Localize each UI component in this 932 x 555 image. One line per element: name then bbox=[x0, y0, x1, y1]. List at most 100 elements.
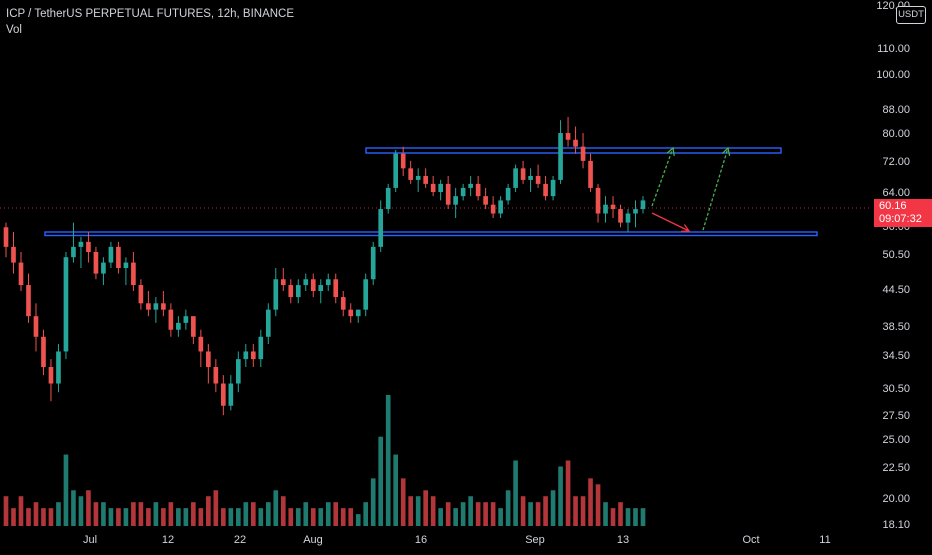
volume-legend[interactable]: Vol bbox=[6, 24, 22, 36]
volume-bar bbox=[11, 508, 16, 526]
volume-bar bbox=[33, 502, 39, 526]
volume-bar bbox=[295, 508, 301, 526]
volume-bar bbox=[490, 502, 496, 526]
volume-bar bbox=[468, 496, 473, 526]
volume-bar bbox=[588, 478, 593, 526]
volume-bar bbox=[385, 395, 391, 526]
candle-body bbox=[33, 316, 39, 337]
volume-bar bbox=[550, 490, 556, 526]
symbol-title[interactable]: ICP / TetherUS PERPETUAL FUTURES, 12h, B… bbox=[6, 8, 295, 20]
volume-bar bbox=[183, 508, 189, 526]
candle-body bbox=[310, 279, 316, 292]
volume-bar bbox=[595, 484, 601, 526]
candle-body bbox=[273, 279, 279, 310]
candle-body bbox=[400, 153, 406, 169]
arrow-up-2 bbox=[702, 147, 729, 231]
volume-bar bbox=[543, 496, 548, 526]
volume-bar bbox=[303, 502, 309, 526]
time-tick-label: 11 bbox=[819, 534, 830, 546]
candle-body bbox=[138, 285, 144, 304]
candle-body bbox=[176, 322, 181, 330]
volume-bar bbox=[288, 508, 294, 526]
candle-body bbox=[475, 183, 481, 197]
price-tick-label: 34.50 bbox=[882, 350, 910, 362]
candle-body bbox=[625, 213, 631, 223]
price-tick-label: 30.50 bbox=[882, 383, 910, 395]
candle-body bbox=[116, 246, 121, 269]
volume-bar bbox=[625, 508, 631, 526]
volume-bar bbox=[71, 490, 76, 526]
volume-bar bbox=[273, 490, 279, 526]
candle-body bbox=[123, 262, 129, 269]
volume-bar bbox=[520, 496, 526, 526]
price-tick-label: 80.00 bbox=[882, 128, 910, 140]
volume-bars bbox=[3, 395, 646, 526]
axes: 120.00110.00100.0088.0080.0072.0064.0056… bbox=[83, 0, 910, 546]
volume-bar bbox=[453, 508, 458, 526]
candle-body bbox=[56, 351, 61, 384]
candle-countdown: 09:07:32 bbox=[879, 213, 922, 225]
volume-bar bbox=[310, 508, 316, 526]
candle-body bbox=[280, 279, 286, 286]
candle-body bbox=[355, 309, 361, 317]
volume-bar bbox=[108, 508, 114, 526]
volume-bar bbox=[558, 466, 563, 526]
candle-body bbox=[385, 187, 391, 210]
support-zone bbox=[44, 231, 818, 237]
candle-body bbox=[348, 309, 354, 317]
candle-body bbox=[318, 285, 324, 292]
volume-bar bbox=[146, 508, 151, 526]
candle-body bbox=[303, 279, 309, 286]
volume-bar bbox=[460, 502, 466, 526]
arrow-up-1 bbox=[651, 147, 674, 207]
price-tick-label: 100.00 bbox=[876, 69, 910, 81]
volume-bar bbox=[3, 496, 9, 526]
candle-body bbox=[445, 183, 451, 205]
volume-bar bbox=[213, 490, 219, 526]
volume-bar bbox=[505, 490, 511, 526]
candle-body bbox=[580, 146, 586, 161]
volume-bar bbox=[325, 502, 331, 526]
volume-bar bbox=[580, 496, 586, 526]
candle-body bbox=[86, 241, 91, 252]
candle-body bbox=[191, 316, 196, 337]
candle-body bbox=[610, 204, 616, 210]
volume-bar bbox=[340, 508, 346, 526]
candle-body bbox=[438, 183, 443, 193]
candle-body bbox=[603, 204, 608, 214]
price-tick-label: 88.00 bbox=[882, 104, 910, 116]
volume-bar bbox=[348, 508, 354, 526]
candle-body bbox=[101, 262, 106, 274]
arrow-up-2-head bbox=[721, 146, 731, 156]
chart-legend: ICP / TetherUS PERPETUAL FUTURES, 12h, B… bbox=[6, 6, 294, 38]
candle-body bbox=[528, 175, 533, 180]
volume-bar bbox=[535, 502, 541, 526]
candle-body bbox=[423, 175, 428, 184]
candle-body bbox=[573, 139, 578, 147]
volume-bar bbox=[370, 478, 376, 526]
candle-body bbox=[153, 303, 159, 310]
volume-bar bbox=[243, 502, 249, 526]
arrow-up-1-head bbox=[666, 146, 675, 157]
candle-body bbox=[595, 187, 601, 214]
volume-bar bbox=[250, 502, 256, 526]
annotation-arrows bbox=[651, 146, 731, 233]
candle-body bbox=[41, 336, 46, 368]
volume-bar bbox=[131, 502, 136, 526]
candle-body bbox=[490, 204, 496, 214]
candle-body bbox=[161, 303, 166, 310]
candle-body bbox=[498, 200, 503, 214]
time-tick-label: 16 bbox=[415, 534, 427, 546]
price-tick-label: 22.50 bbox=[882, 462, 910, 474]
currency-badge[interactable]: USDT bbox=[896, 6, 926, 24]
candle-body bbox=[558, 133, 563, 180]
candle-body bbox=[258, 336, 264, 360]
candle-body bbox=[505, 187, 511, 201]
volume-bar bbox=[393, 454, 399, 526]
volume-bar bbox=[430, 496, 436, 526]
candle-body bbox=[48, 367, 54, 384]
candle-body bbox=[543, 183, 548, 197]
candles bbox=[3, 117, 646, 416]
